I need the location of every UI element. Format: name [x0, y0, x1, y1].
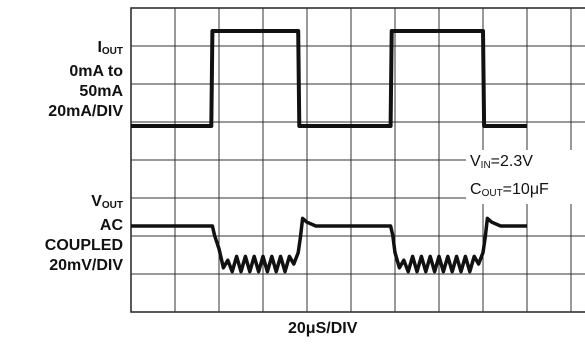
iout-symbol: I [97, 39, 102, 56]
vin-subscript: IN [480, 160, 491, 171]
vout-coupling-line-1: AC [99, 217, 123, 234]
scope-traces [131, 29, 527, 274]
conditions-box [466, 150, 585, 204]
vin-value: =2.3V [490, 153, 533, 170]
vout-subscript: OUT [101, 200, 123, 211]
cout-symbol: C [470, 181, 482, 198]
iout-trace [131, 29, 527, 128]
iout-scale: 20mA/DIV [48, 103, 123, 120]
vin-symbol: V [470, 153, 481, 170]
iout-range-line-2: 50mA [79, 83, 123, 100]
vout-trace [131, 216, 527, 274]
vout-symbol: V [91, 193, 102, 210]
iout-range-line-1: 0mA to [69, 63, 123, 80]
vout-coupling-line-2: COUPLED [44, 237, 123, 254]
vout-scale: 20mV/DIV [49, 257, 123, 274]
vin-condition: VIN=2.3V [470, 152, 533, 176]
plot-grid [131, 8, 585, 312]
cout-subscript: OUT [481, 188, 503, 199]
cout-condition: COUT=10μF [470, 180, 549, 204]
iout-subscript: OUT [101, 46, 123, 57]
cout-value: =10μF [502, 181, 549, 198]
iout-label: IOUT 0mA to 50mA 20mA/DIV [48, 38, 123, 122]
vout-label: VOUT AC COUPLED 20mV/DIV [45, 192, 123, 276]
x-axis-label: 20μS/DIV [288, 320, 358, 337]
